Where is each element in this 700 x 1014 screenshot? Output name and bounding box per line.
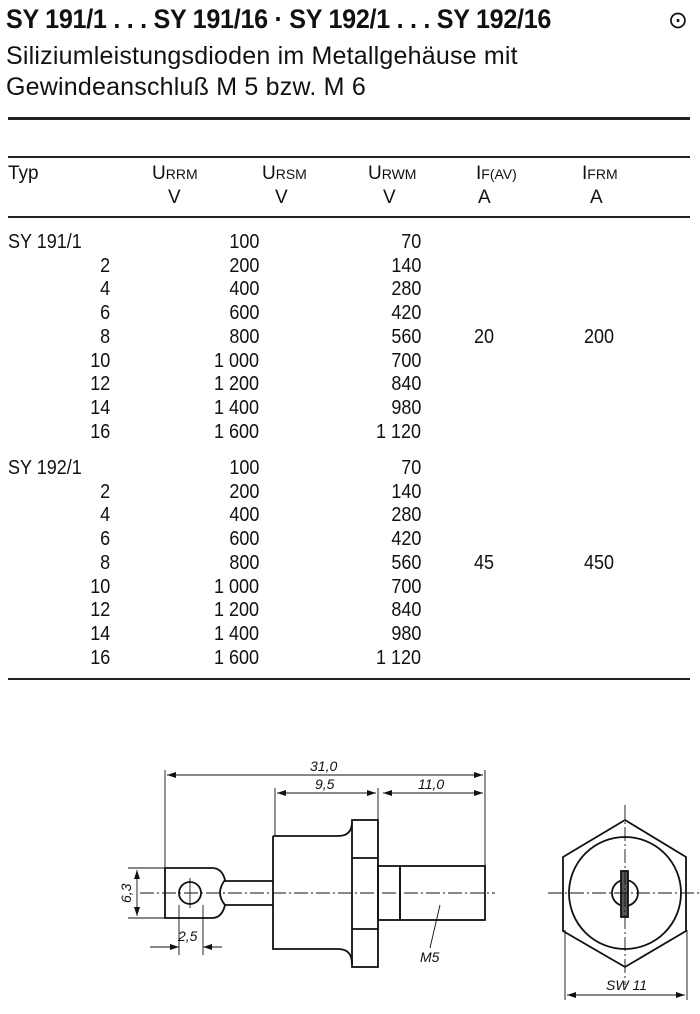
cell-urwm: 280	[390, 504, 421, 527]
cell-urwm: 70	[400, 457, 421, 479]
cell-typ: SY 191/1	[8, 231, 82, 253]
cell-urwm: 560	[390, 325, 421, 348]
column-subscript: F(AV)	[481, 166, 517, 182]
cell-typ: SY 192/1	[8, 457, 82, 479]
divider	[8, 678, 690, 680]
cell-urwm: 560	[390, 551, 421, 574]
dim-lug-height-label: 6,3	[118, 883, 134, 903]
column-header: Typ	[8, 163, 39, 185]
column-subscript: RWM	[381, 166, 417, 182]
cell-typ: 16	[89, 420, 110, 443]
column-symbol: I	[582, 163, 588, 184]
page-title: SY 191/1 . . . SY 191/16 · SY 192/1 . . …	[6, 4, 552, 34]
cell-typ: 14	[89, 396, 110, 419]
cell-typ: 16	[89, 646, 110, 669]
lead-wire	[224, 880, 273, 906]
subtitle-line-2: Gewindeanschluß M 5 bzw. M 6	[6, 73, 366, 101]
cell-urrm: 400	[228, 278, 259, 301]
cell-urrm: 1 600	[213, 420, 259, 443]
cell-urrm: 400	[228, 504, 259, 527]
cell-urwm: 1 120	[375, 646, 421, 669]
divider	[8, 216, 690, 218]
cell-typ: 2	[99, 254, 110, 277]
cell-urrm: 1 200	[213, 599, 259, 622]
cell-urwm: 700	[390, 575, 421, 598]
cell-urrm: 600	[228, 528, 259, 551]
column-header: URRM	[152, 163, 198, 185]
dim-body-label: 9,5	[315, 776, 335, 792]
cell-urwm: 980	[390, 396, 421, 419]
cell-typ: 8	[99, 551, 110, 574]
column-symbol: U	[368, 163, 382, 184]
solder-lug	[164, 867, 226, 919]
column-symbol: I	[476, 163, 482, 184]
column-unit: A	[478, 187, 491, 208]
cell-urrm: 200	[228, 480, 259, 503]
cell-urwm: 280	[390, 278, 421, 301]
column-symbol: Typ	[8, 163, 39, 184]
cell-typ: 6	[99, 528, 110, 551]
cell-typ: 12	[89, 599, 110, 622]
column-subscript: FRM	[587, 166, 618, 182]
wrench-size-label: SW 11	[606, 977, 647, 993]
column-unit: V	[383, 187, 396, 208]
column-header: IF(AV)	[476, 163, 517, 185]
circle-dot-icon: ⊙	[667, 7, 688, 34]
cell-if-av: 45	[474, 551, 495, 574]
cell-if-av: 20	[474, 325, 495, 348]
cell-typ: 4	[99, 504, 110, 527]
cell-urwm: 140	[390, 480, 421, 503]
cell-urrm: 1 400	[213, 622, 259, 645]
cell-urrm: 1 000	[213, 349, 259, 372]
column-subscript: RSM	[275, 166, 307, 182]
cell-urwm: 1 120	[375, 420, 421, 443]
cell-urwm: 420	[390, 528, 421, 551]
cell-urwm: 840	[390, 599, 421, 622]
dim-thread-label: 11,0	[418, 776, 444, 792]
cell-typ: 10	[89, 349, 110, 372]
cell-urwm: 840	[390, 373, 421, 396]
divider	[8, 117, 690, 120]
cell-urwm: 420	[390, 302, 421, 325]
column-unit: A	[590, 187, 603, 208]
cell-typ: 12	[89, 373, 110, 396]
column-symbol: U	[262, 163, 276, 184]
cell-urrm: 1 000	[213, 575, 259, 598]
cell-urwm: 140	[390, 254, 421, 277]
cell-urrm: 100	[228, 231, 259, 253]
cell-urrm: 100	[228, 457, 259, 479]
cell-urrm: 800	[228, 551, 259, 574]
cell-typ: 8	[99, 325, 110, 348]
cell-urwm: 980	[390, 622, 421, 645]
dim-total-label: 31,0	[310, 758, 337, 774]
cell-ifrm: 450	[584, 551, 615, 574]
cell-typ: 2	[99, 480, 110, 503]
package-drawing: 31,0 9,5 11,0 6,3 2,5 M5 SW 11	[118, 758, 700, 1000]
cell-urrm: 200	[228, 254, 259, 277]
column-unit: V	[275, 187, 288, 208]
column-header: URWM	[368, 163, 416, 185]
cell-urrm: 600	[228, 302, 259, 325]
cell-urwm: 700	[390, 349, 421, 372]
dim-hole-label: 2,5	[177, 928, 198, 944]
cell-urwm: 70	[400, 231, 421, 253]
column-unit: V	[168, 187, 181, 208]
column-header: IFRM	[582, 163, 618, 185]
cell-typ: 10	[89, 575, 110, 598]
cell-typ: 6	[99, 302, 110, 325]
cell-ifrm: 200	[584, 325, 615, 348]
hex-flange	[351, 819, 379, 968]
thread-label: M5	[420, 949, 440, 965]
subtitle-line-1: Siliziumleistungsdioden im Metallgehäuse…	[6, 42, 518, 70]
column-header: URSM	[262, 163, 307, 185]
cell-typ: 14	[89, 622, 110, 645]
cell-urrm: 1 200	[213, 373, 259, 396]
cell-urrm: 800	[228, 325, 259, 348]
cell-urrm: 1 600	[213, 646, 259, 669]
divider	[8, 156, 690, 158]
column-subscript: RRM	[165, 166, 198, 182]
cell-typ: 4	[99, 278, 110, 301]
cell-urrm: 1 400	[213, 396, 259, 419]
column-symbol: U	[152, 163, 166, 184]
